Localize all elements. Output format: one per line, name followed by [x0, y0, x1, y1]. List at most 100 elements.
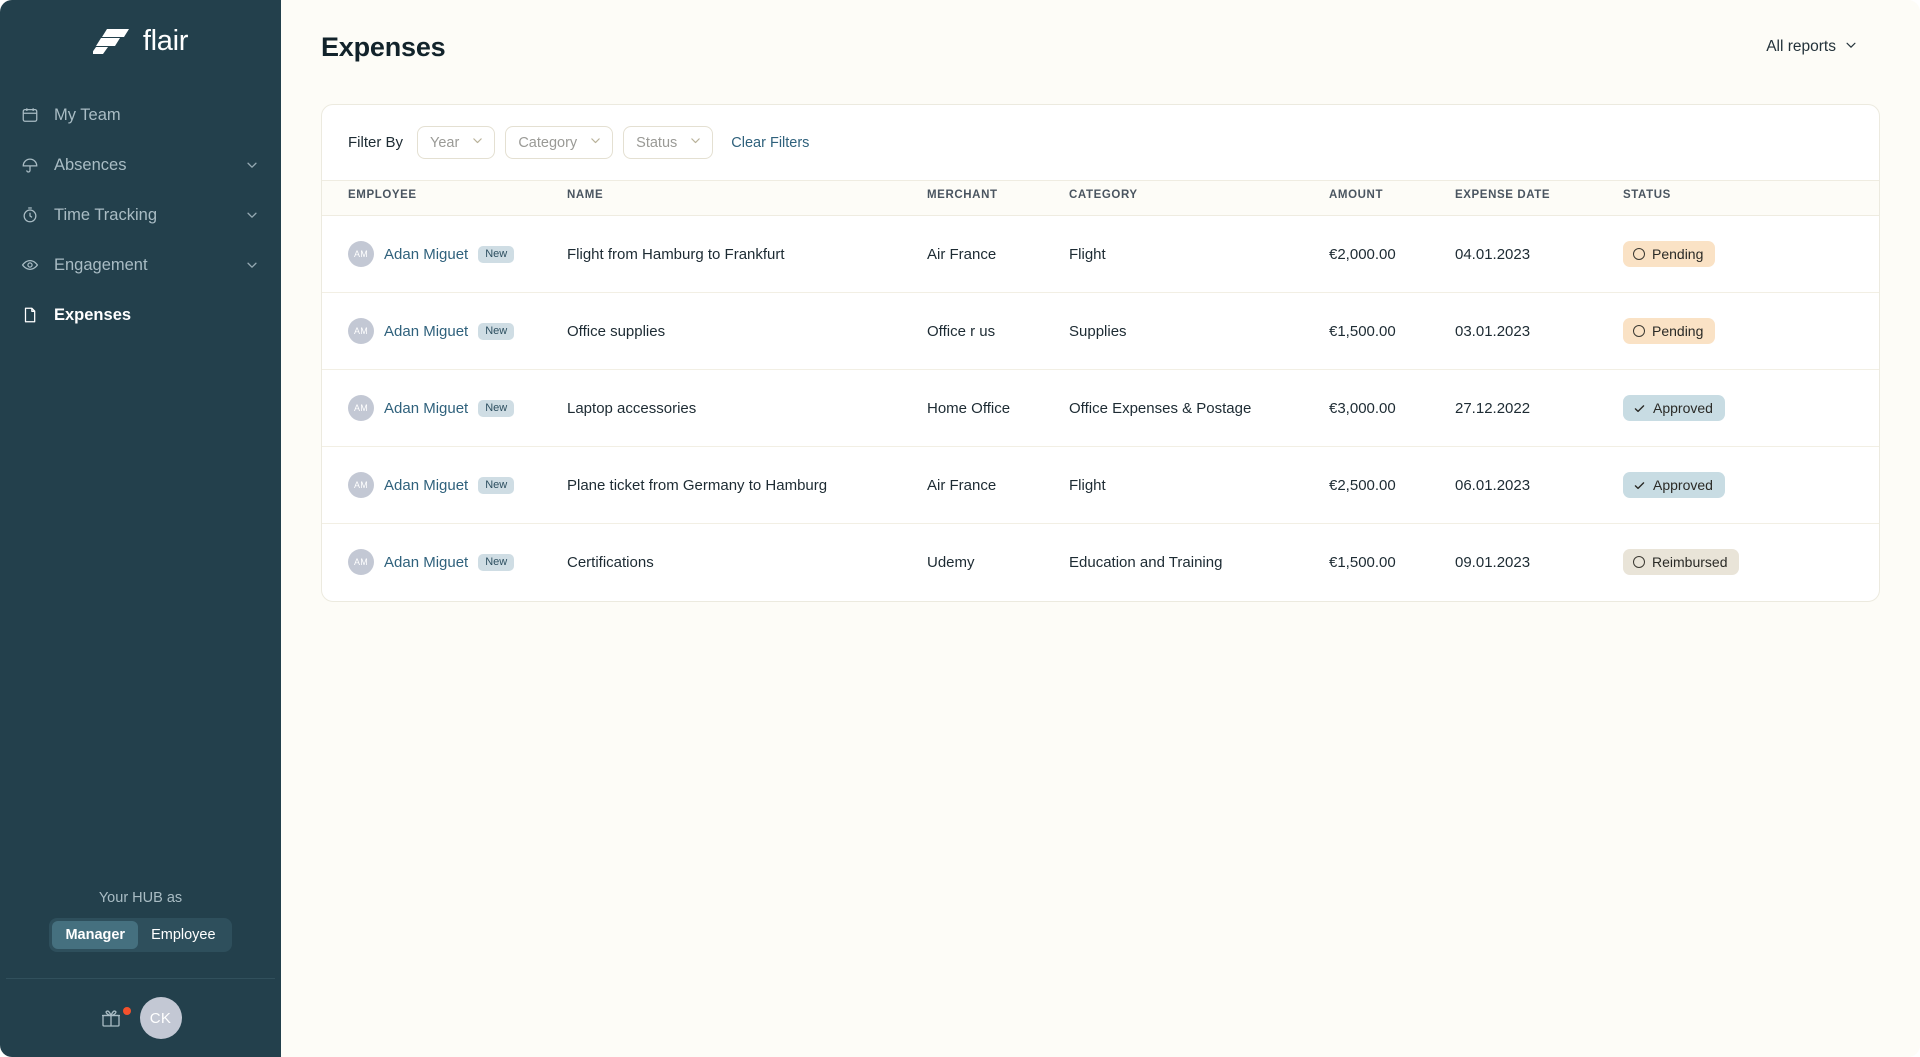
employee-name-link[interactable]: Adan Miguet: [384, 553, 469, 571]
cell-status: Pending: [1623, 215, 1823, 293]
filter-bar: Filter By Year Category Status: [322, 105, 1879, 180]
table-row[interactable]: AM Adan Miguet New Plane ticket from German…: [322, 446, 1879, 524]
status-label: Approved: [1653, 400, 1713, 416]
status-label: Approved: [1653, 477, 1713, 493]
sidebar-item-my-team[interactable]: My Team: [0, 90, 281, 140]
status-badge: Pending: [1623, 318, 1716, 344]
avatar: AM: [348, 241, 374, 267]
employee-name-link[interactable]: Adan Miguet: [384, 399, 469, 417]
avatar: AM: [348, 549, 374, 576]
cell-category: Supplies: [1069, 292, 1329, 370]
document-icon: [20, 305, 40, 325]
column-header-actions: [1823, 180, 1879, 216]
clear-filters-link[interactable]: Clear Filters: [731, 134, 810, 151]
sidebar-item-label: Engagement: [54, 255, 148, 274]
cell-name: Plane ticket from Germany to Hamburg: [567, 446, 927, 524]
cell-name: Office supplies: [567, 292, 927, 370]
cell-expand: [1823, 292, 1879, 370]
cell-status: Reimbursed: [1623, 524, 1823, 601]
sidebar-item-label: Absences: [54, 155, 127, 174]
hub-switcher: Your HUB as Manager Employee: [0, 890, 281, 978]
cell-merchant: Home Office: [927, 369, 1069, 447]
expenses-table: EMPLOYEE NAME MERCHANT CATEGORY AMOUNT E…: [322, 180, 1879, 601]
chevron-down-icon: [689, 134, 702, 151]
status-ring-icon: [1633, 556, 1645, 569]
sidebar-item-engagement[interactable]: Engagement: [0, 240, 281, 290]
table-header: EMPLOYEE NAME MERCHANT CATEGORY AMOUNT E…: [322, 180, 1879, 216]
chevron-down-icon[interactable]: [245, 258, 259, 272]
table-row[interactable]: AM Adan Miguet New Certifications Udemy Educa…: [322, 524, 1879, 601]
status-badge-new: New: [478, 245, 515, 263]
cell-amount: €2,500.00: [1329, 446, 1455, 524]
cell-expense-date: 04.01.2023: [1455, 215, 1623, 293]
cell-expand: [1823, 215, 1879, 293]
hub-option-employee[interactable]: Employee: [151, 927, 216, 943]
status-label: Pending: [1652, 246, 1704, 262]
cell-category: Flight: [1069, 446, 1329, 524]
cell-expense-date: 03.01.2023: [1455, 292, 1623, 370]
umbrella-icon: [20, 155, 40, 175]
sidebar-item-label: Expenses: [54, 305, 132, 324]
cell-category: Flight: [1069, 215, 1329, 293]
avatar: AM: [348, 318, 374, 344]
cell-amount: €1,500.00: [1329, 553, 1396, 571]
column-header-expense-date: EXPENSE DATE: [1455, 180, 1623, 216]
filter-category-select[interactable]: Category: [505, 126, 614, 159]
page-header: Expenses All reports: [281, 0, 1920, 94]
cell-name: Laptop accessories: [567, 369, 927, 447]
status-badge-new: New: [478, 476, 515, 494]
all-reports-label: All reports: [1766, 38, 1836, 55]
cell-employee: AM Adan Miguet New: [322, 369, 567, 447]
table-row[interactable]: AM Adan Miguet New Flight from Hamburg to F…: [322, 215, 1879, 293]
sidebar-item-absences[interactable]: Absences: [0, 140, 281, 190]
status-ring-icon: [1633, 248, 1645, 260]
table-body: AM Adan Miguet New Flight from Hamburg to F…: [322, 215, 1879, 601]
gift-icon[interactable]: [100, 1007, 131, 1029]
avatar[interactable]: CK: [139, 997, 182, 1039]
cell-employee: AM Adan Miguet New: [322, 446, 567, 524]
cell-name: Flight from Hamburg to Frankfurt: [567, 215, 927, 293]
filter-year-select[interactable]: Year: [417, 126, 496, 159]
cell-employee: AM Adan Miguet New: [322, 524, 567, 601]
table-row[interactable]: AM Adan Miguet New Office supplies Office r …: [322, 292, 1879, 370]
chevron-down-icon[interactable]: [245, 208, 259, 222]
brand-logo[interactable]: flair: [0, 0, 281, 78]
status-label: Pending: [1652, 323, 1704, 339]
cell-expand: [1823, 369, 1879, 447]
filter-status-value: Status: [636, 134, 678, 151]
all-reports-dropdown[interactable]: All reports: [1766, 38, 1858, 57]
eye-icon: [20, 255, 40, 275]
cell-employee: AM Adan Miguet New: [322, 215, 567, 293]
avatar: AM: [348, 395, 374, 421]
chevron-down-icon: [589, 134, 602, 151]
column-header-amount: AMOUNT: [1329, 180, 1455, 216]
cell-status: Approved: [1623, 446, 1823, 524]
table-row[interactable]: AM Adan Miguet New Laptop accessories Home O…: [322, 369, 1879, 447]
cell-employee: AM Adan Miguet New: [322, 292, 567, 370]
sidebar-item-label: My Team: [54, 105, 121, 124]
chevron-down-icon[interactable]: [245, 158, 259, 172]
sidebar-item-expenses[interactable]: Expenses: [0, 290, 281, 340]
page-title: Expenses: [321, 31, 446, 62]
calendar-icon: [20, 105, 40, 125]
brand-name: flair: [142, 24, 189, 57]
cell-expense-date: 06.01.2023: [1455, 446, 1623, 524]
filter-status-select[interactable]: Status: [623, 126, 714, 159]
column-header-name: NAME: [567, 180, 927, 216]
table-header-row: EMPLOYEE NAME MERCHANT CATEGORY AMOUNT E…: [322, 180, 1879, 216]
sidebar-nav: My Team Absences: [0, 90, 281, 340]
employee-name-link[interactable]: Adan Miguet: [384, 245, 469, 263]
cell-name: Certifications: [567, 553, 654, 571]
sidebar-item-time-tracking[interactable]: Time Tracking: [0, 190, 281, 240]
employee-name-link[interactable]: Adan Miguet: [384, 322, 469, 340]
column-header-merchant: MERCHANT: [927, 180, 1069, 216]
chevron-down-icon: [1844, 38, 1858, 57]
cell-expense-date: 09.01.2023: [1455, 553, 1531, 571]
cell-expense-date: 27.12.2022: [1455, 369, 1623, 447]
column-header-category: CATEGORY: [1069, 180, 1329, 216]
hub-option-manager[interactable]: Manager: [52, 921, 139, 949]
cell-category: Office Expenses & Postage: [1069, 369, 1329, 447]
status-badge-new: New: [478, 553, 515, 571]
employee-name-link[interactable]: Adan Miguet: [384, 476, 469, 494]
